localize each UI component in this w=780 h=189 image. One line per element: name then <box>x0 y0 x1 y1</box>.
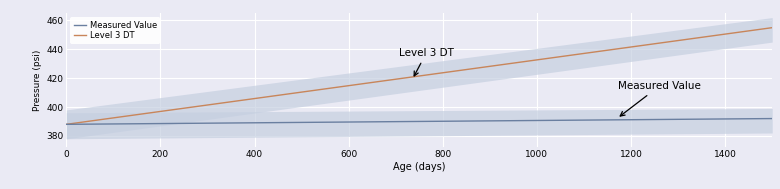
Level 3 DT <box>750 29 760 31</box>
Measured Value <box>397 120 406 123</box>
Measured Value <box>768 117 777 120</box>
Legend: Measured Value, Level 3 DT: Measured Value, Level 3 DT <box>70 17 160 44</box>
Measured Value <box>750 118 760 120</box>
Measured Value <box>444 120 453 122</box>
Level 3 DT <box>397 77 406 80</box>
Text: Measured Value: Measured Value <box>618 81 700 116</box>
X-axis label: Age (days): Age (days) <box>393 162 445 172</box>
Line: Level 3 DT: Level 3 DT <box>66 28 772 124</box>
Level 3 DT <box>768 26 777 29</box>
Text: Level 3 DT: Level 3 DT <box>399 48 454 76</box>
Measured Value <box>640 119 650 121</box>
Level 3 DT <box>482 66 491 68</box>
Level 3 DT <box>444 71 453 73</box>
Level 3 DT <box>401 77 410 79</box>
Measured Value <box>482 120 491 122</box>
Measured Value <box>62 123 71 125</box>
Level 3 DT <box>640 44 650 46</box>
Y-axis label: Pressure (psi): Pressure (psi) <box>33 50 42 111</box>
Measured Value <box>401 120 410 123</box>
Level 3 DT <box>62 123 71 125</box>
Line: Measured Value: Measured Value <box>66 119 772 124</box>
